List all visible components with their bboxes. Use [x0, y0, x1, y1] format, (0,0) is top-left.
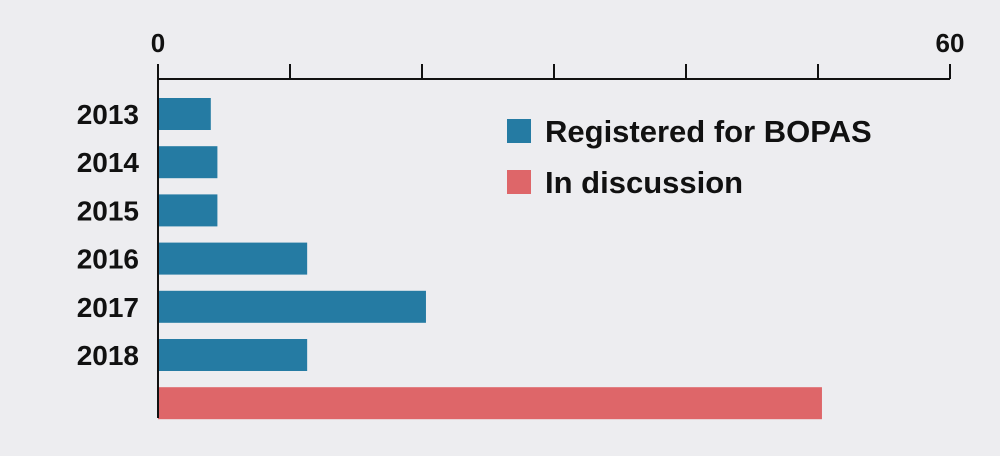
bar — [158, 339, 308, 371]
category-label: 2017 — [77, 292, 139, 323]
bar — [158, 194, 218, 227]
bar — [158, 290, 426, 323]
x-tick-label: 0 — [151, 28, 165, 58]
legend-swatch — [507, 170, 531, 194]
category-label: 2013 — [77, 99, 139, 130]
category-label: 2016 — [77, 244, 139, 275]
bar — [158, 98, 211, 130]
legend: Registered for BOPAS In discussion — [507, 114, 872, 200]
x-tick-label: 60 — [936, 28, 965, 58]
bar — [158, 387, 822, 420]
legend-swatch — [507, 119, 531, 143]
category-label: 2015 — [77, 195, 139, 226]
legend-label: Registered for BOPAS — [545, 114, 872, 149]
bars — [158, 98, 822, 420]
bar — [158, 242, 308, 275]
y-axis-labels: 2013 2014 2015 2016 2017 2018 — [77, 99, 140, 371]
x-axis: 0 60 — [151, 28, 965, 80]
bar — [158, 146, 218, 179]
legend-label: In discussion — [545, 165, 743, 200]
category-label: 2018 — [77, 340, 139, 371]
category-label: 2014 — [77, 147, 140, 178]
